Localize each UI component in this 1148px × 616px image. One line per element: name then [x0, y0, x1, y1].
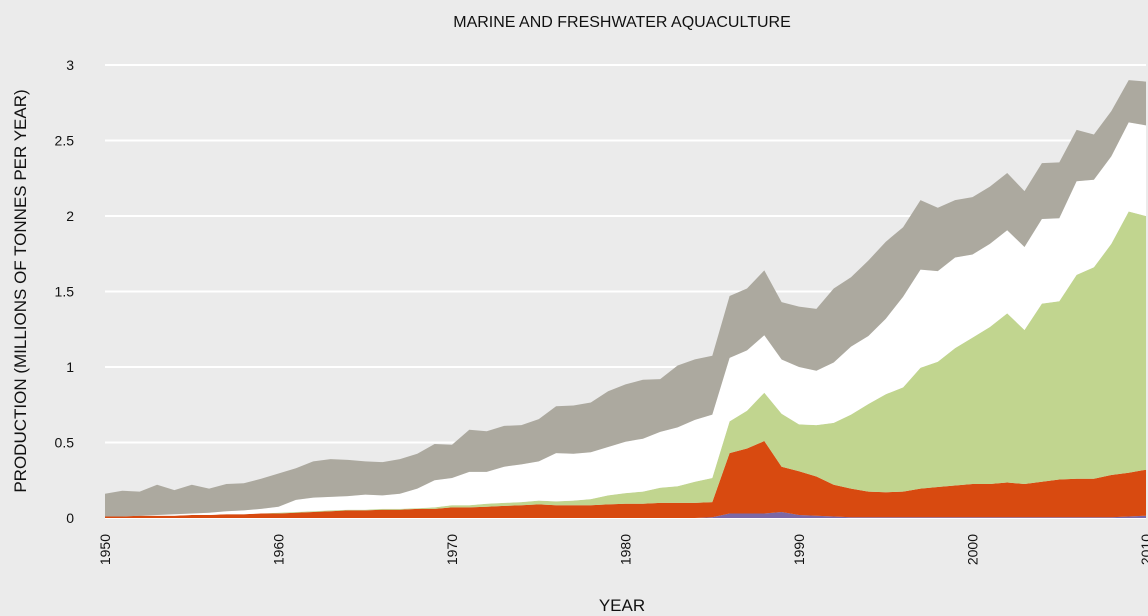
y-axis-label: PRODUCTION (MILLIONS OF TONNES PER YEAR)	[11, 89, 30, 492]
y-tick-label: 1.5	[55, 284, 75, 300]
x-tick-labels: 1950 1960 1970 1980 1990 2000 2010	[97, 534, 1148, 565]
y-tick-labels: 0 0.5 1 1.5 2 2.5 3	[55, 57, 75, 526]
x-tick-label: 2000	[965, 534, 981, 565]
x-tick-label: 1970	[444, 534, 460, 565]
x-tick-label: 1980	[618, 534, 634, 565]
y-tick-label: 0	[66, 510, 74, 526]
area-layer	[105, 80, 1146, 518]
x-tick-label: 1960	[271, 534, 287, 565]
y-tick-label: 1	[66, 359, 74, 375]
x-tick-label: 2010	[1138, 534, 1148, 565]
chart-title: MARINE AND FRESHWATER AQUACULTURE	[453, 14, 791, 31]
y-tick-label: 2	[66, 208, 74, 224]
x-tick-label: 1950	[97, 534, 113, 565]
x-tick-label: 1990	[791, 534, 807, 565]
y-tick-label: 2.5	[55, 133, 75, 149]
y-tick-label: 3	[66, 57, 74, 73]
x-axis-label: YEAR	[599, 596, 645, 615]
y-tick-label: 0.5	[55, 435, 75, 451]
